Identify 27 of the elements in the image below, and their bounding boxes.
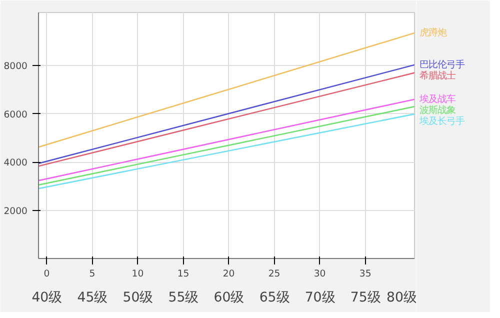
x-tick-label: 20 <box>222 268 235 280</box>
x2-tick-label: 50级 <box>122 290 153 306</box>
x2-tick-label: 55级 <box>168 290 198 306</box>
x2-tick-label: 45级 <box>77 290 108 306</box>
series-label: 希腊战士 <box>420 70 456 82</box>
y-tick-label: 6000 <box>4 109 28 120</box>
y-tick-label: 2000 <box>4 206 28 217</box>
series-label: 巴比伦弓手 <box>420 59 464 70</box>
x-tick-label: 35 <box>359 268 372 280</box>
series-label: 波斯战象 <box>420 104 456 116</box>
series-label: 埃及长弓手 <box>418 116 464 127</box>
x2-tick-label: 40级 <box>32 290 62 306</box>
x-tick-label: 25 <box>268 268 280 280</box>
x2-tick-label: 70级 <box>304 290 335 306</box>
x2-tick-label: 75级 <box>350 290 380 306</box>
x2-tick-label: 80级 <box>386 290 417 306</box>
x-tick-label: 0 <box>44 268 50 280</box>
y-tick-label: 4000 <box>4 158 28 169</box>
x-tick-label: 30 <box>314 268 326 280</box>
x2-tick-label: 65级 <box>259 290 290 306</box>
x-tick-label: 10 <box>132 268 144 280</box>
series-label: 埃及战车 <box>418 94 456 105</box>
y-tick-label: 8000 <box>4 61 28 72</box>
x2-tick-label: 60级 <box>214 290 244 306</box>
series-label: 虎蹲炮 <box>420 28 446 38</box>
x-tick-label: 15 <box>177 268 190 280</box>
x-tick-label: 5 <box>89 268 96 280</box>
